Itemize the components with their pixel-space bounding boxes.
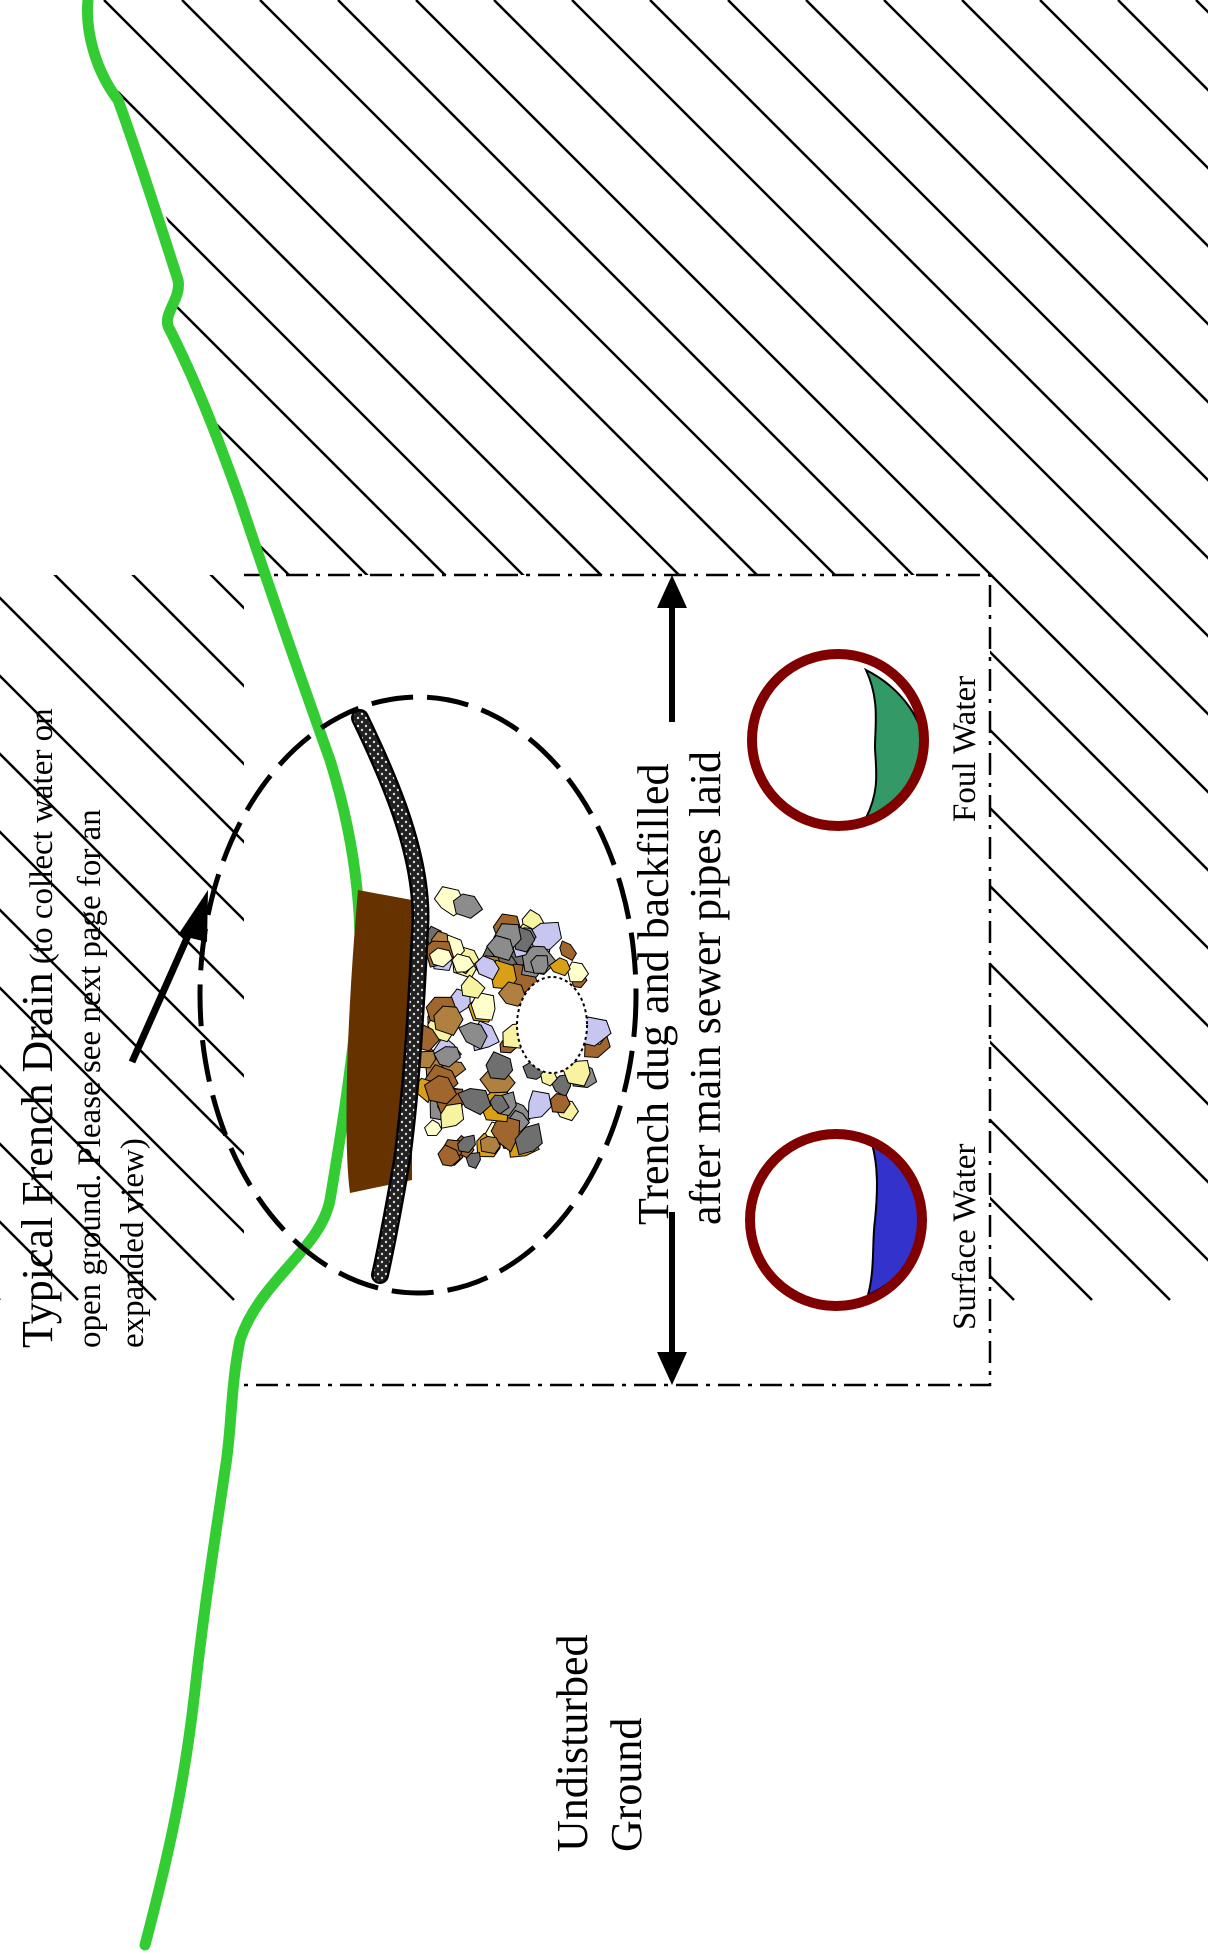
gravel-stone — [497, 981, 527, 1007]
undisturbed-ground-label-line2: Ground — [602, 1718, 651, 1852]
foul-water-label: Foul Water — [947, 676, 983, 822]
hatch-line — [415, 0, 1208, 1301]
topsoil-layer — [346, 890, 412, 1193]
foul-water-pipe — [747, 649, 929, 831]
gravel-stone — [452, 893, 484, 919]
hatch-line — [493, 0, 1208, 1301]
hatch-line — [883, 0, 1208, 1301]
detail-ellipse — [197, 694, 639, 1296]
trench-width-arrow — [657, 575, 687, 1385]
french-drain-detail — [197, 694, 639, 1296]
hatch-line — [961, 0, 1208, 1301]
gravel-stone — [451, 953, 475, 973]
gravel-stone — [470, 991, 496, 1021]
gravel-stone — [458, 1021, 488, 1050]
gravel-stone — [486, 935, 515, 962]
gravel-stone — [548, 957, 571, 977]
french-drain-note-line3: expanded view) — [115, 1138, 151, 1348]
trench-boundary — [244, 573, 992, 1387]
gravel-stone — [457, 1134, 476, 1154]
undisturbed-ground-hatching — [0, 0, 1208, 1301]
gravel-stone — [489, 1094, 510, 1115]
trench-label-line2: after main sewer pipes laid — [681, 751, 730, 1225]
gravel-backfill — [410, 886, 612, 1170]
gravel-stone — [457, 1087, 492, 1116]
french-drain-title-text: Typical French Drain — [13, 972, 62, 1348]
hatch-line — [0, 0, 1208, 1301]
surface-water-pipe — [745, 1129, 927, 1311]
gravel-stone — [437, 1144, 461, 1167]
undisturbed-ground-label-line1: Undisturbed — [548, 1634, 597, 1852]
hatch-line — [1195, 0, 1208, 1301]
gravel-stone — [474, 955, 500, 981]
gravel-stone — [530, 955, 549, 974]
gravel-stone — [440, 1102, 465, 1129]
drain-pointer-arrow — [128, 890, 208, 1064]
gravel-stone — [559, 940, 577, 962]
hatch-line — [0, 0, 313, 1301]
french-drain-note-line2: open ground. Please see next page for an — [72, 809, 108, 1348]
gravel-stone — [433, 1046, 461, 1068]
gravel-stone — [424, 1119, 443, 1137]
surface-water-label: Surface Water — [947, 1144, 983, 1330]
gravel-stone — [485, 1051, 514, 1080]
gravel-stone — [527, 1090, 552, 1120]
hatch-line — [0, 0, 391, 1301]
gravel-stone — [423, 1075, 458, 1105]
hatch-line — [571, 0, 1208, 1301]
french-drain-note-line1: (to collect water on — [24, 708, 60, 972]
foul-water-pipe-wall — [747, 649, 929, 831]
hatch-line — [25, 0, 1208, 1301]
gravel-stone — [549, 1093, 571, 1114]
french-drain-title: Typical French Drain (to collect water o… — [13, 708, 62, 1348]
hatch-line — [805, 0, 1208, 1301]
hatch-line — [0, 0, 235, 1301]
hatch-line — [727, 0, 1208, 1301]
perforated-drain-pipe — [516, 976, 588, 1074]
surface-water-level — [866, 1141, 924, 1297]
hatch-line — [0, 0, 1171, 1301]
surface-water-pipe-wall — [745, 1129, 927, 1311]
gravel-stone — [490, 1114, 521, 1153]
gravel-stone — [460, 974, 486, 999]
hatch-line — [649, 0, 1208, 1301]
gravel-stone — [465, 1152, 481, 1170]
gravel-stone — [479, 1135, 501, 1155]
gravel-stone — [514, 1122, 543, 1156]
gravel-stone — [433, 1005, 464, 1037]
trench-label-line1: Trench dug and backfilled — [629, 764, 678, 1225]
gravel-stone — [428, 947, 454, 968]
